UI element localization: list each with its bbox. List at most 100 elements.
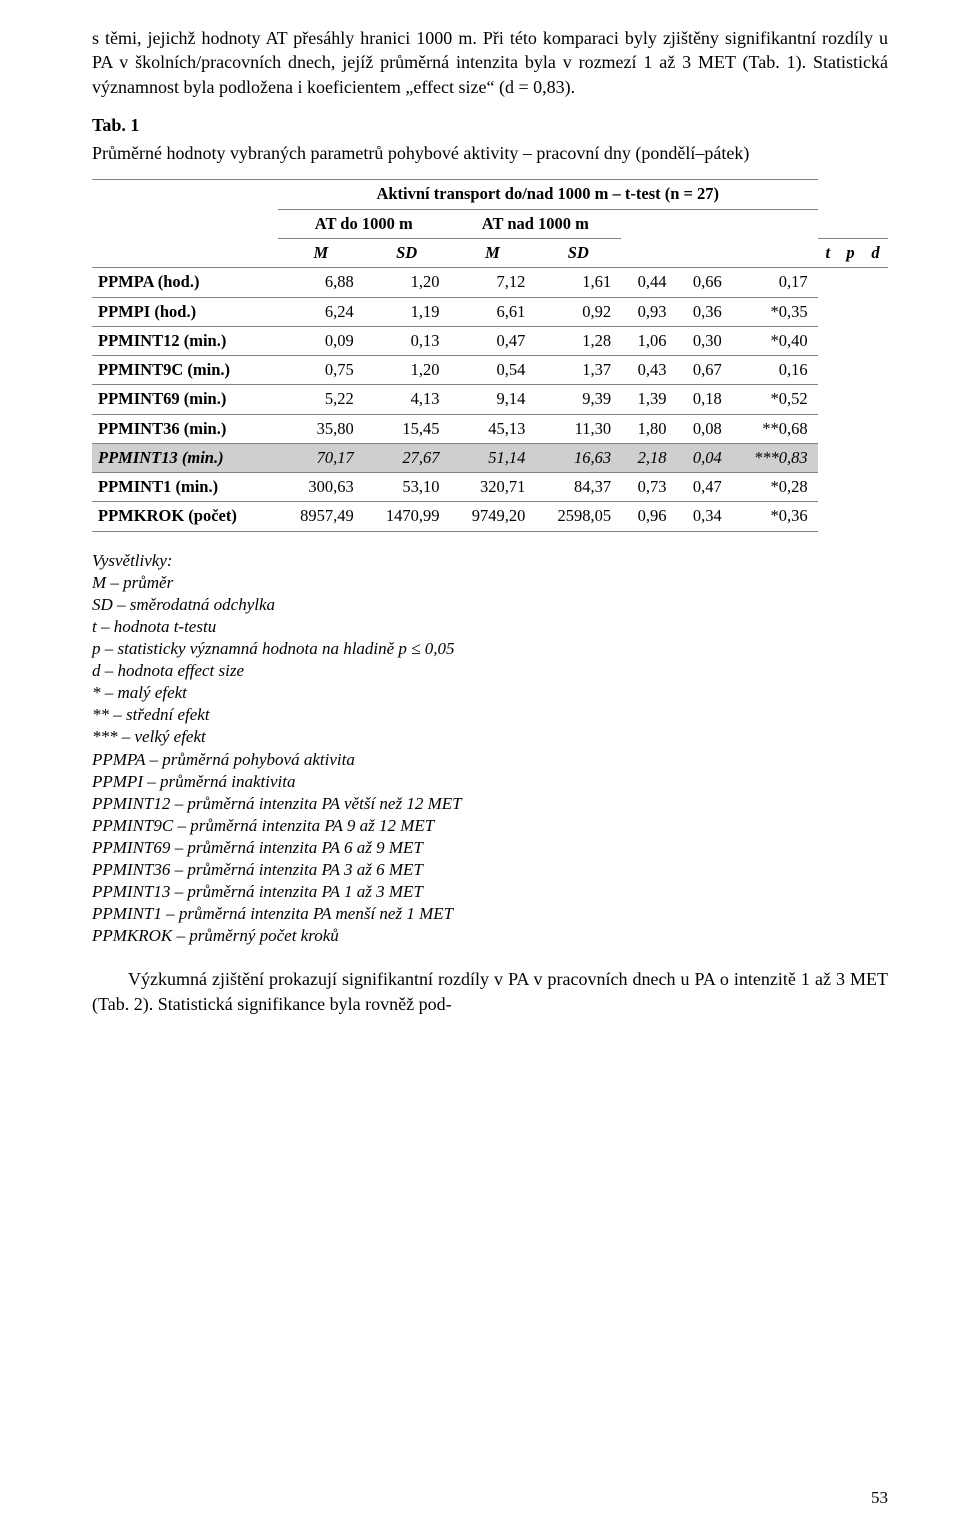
- cell-d: *0,35: [732, 297, 818, 326]
- cell-d: ***0,83: [732, 443, 818, 472]
- legend-line: * – malý efekt: [92, 682, 888, 704]
- cell-p: 0,36: [676, 297, 731, 326]
- cell-m2: 6,61: [450, 297, 536, 326]
- col-d: d: [863, 239, 888, 268]
- footer-paragraph: Výzkumná zjištění prokazují signifikantn…: [92, 967, 888, 1016]
- cell-t: 1,06: [621, 326, 676, 355]
- cell-p: 0,18: [676, 385, 731, 414]
- cell-sd2: 11,30: [535, 414, 621, 443]
- cell-m2: 7,12: [450, 268, 536, 297]
- cell-sd2: 1,37: [535, 356, 621, 385]
- col-p: p: [838, 239, 863, 268]
- table-body: PPMPA (hod.)6,881,207,121,610,440,660,17…: [92, 268, 888, 531]
- table-row: PPMINT12 (min.)0,090,130,471,281,060,30*…: [92, 326, 888, 355]
- cell-m2: 320,71: [450, 473, 536, 502]
- legend-line: d – hodnota effect size: [92, 660, 888, 682]
- cell-sd2: 2598,05: [535, 502, 621, 531]
- cell-p: 0,04: [676, 443, 731, 472]
- legend-line: PPMINT36 – průměrná intenzita PA 3 až 6 …: [92, 859, 888, 881]
- legend-line: PPMPI – průměrná inaktivita: [92, 771, 888, 793]
- cell-m1: 300,63: [278, 473, 364, 502]
- cell-p: 0,67: [676, 356, 731, 385]
- results-table: Aktivní transport do/nad 1000 m – t-test…: [92, 179, 888, 531]
- row-label: PPMKROK (počet): [92, 502, 278, 531]
- legend-line: t – hodnota t-testu: [92, 616, 888, 638]
- cell-sd2: 84,37: [535, 473, 621, 502]
- cell-t: 0,43: [621, 356, 676, 385]
- col-sd2: SD: [535, 239, 621, 268]
- cell-sd1: 1,20: [364, 356, 450, 385]
- row-label: PPMINT69 (min.): [92, 385, 278, 414]
- table-row: PPMKROK (počet)8957,491470,999749,202598…: [92, 502, 888, 531]
- cell-m2: 0,54: [450, 356, 536, 385]
- cell-t: 2,18: [621, 443, 676, 472]
- legend-line: p – statisticky významná hodnota na hlad…: [92, 638, 888, 660]
- page-number: 53: [871, 1487, 888, 1510]
- cell-m1: 35,80: [278, 414, 364, 443]
- legend-line: Vysvětlivky:: [92, 550, 888, 572]
- cell-m2: 45,13: [450, 414, 536, 443]
- cell-p: 0,30: [676, 326, 731, 355]
- legend-line: PPMINT12 – průměrná intenzita PA větší n…: [92, 793, 888, 815]
- cell-t: 0,73: [621, 473, 676, 502]
- cell-m1: 8957,49: [278, 502, 364, 531]
- legend-line: PPMKROK – průměrný počet kroků: [92, 925, 888, 947]
- cell-p: 0,08: [676, 414, 731, 443]
- cell-t: 1,80: [621, 414, 676, 443]
- cell-sd1: 4,13: [364, 385, 450, 414]
- legend-line: SD – směrodatná odchylka: [92, 594, 888, 616]
- cell-m1: 0,09: [278, 326, 364, 355]
- cell-d: 0,16: [732, 356, 818, 385]
- cell-d: 0,17: [732, 268, 818, 297]
- cell-d: *0,28: [732, 473, 818, 502]
- cell-sd1: 15,45: [364, 414, 450, 443]
- legend-line: ** – střední efekt: [92, 704, 888, 726]
- cell-m2: 9,14: [450, 385, 536, 414]
- legend-line: M – průměr: [92, 572, 888, 594]
- cell-m2: 51,14: [450, 443, 536, 472]
- row-label: PPMINT13 (min.): [92, 443, 278, 472]
- cell-m1: 0,75: [278, 356, 364, 385]
- table-number: Tab. 1: [92, 115, 139, 135]
- cell-sd1: 0,13: [364, 326, 450, 355]
- cell-p: 0,34: [676, 502, 731, 531]
- table-head: Aktivní transport do/nad 1000 m – t-test…: [92, 180, 888, 268]
- cell-m1: 70,17: [278, 443, 364, 472]
- cell-m1: 6,24: [278, 297, 364, 326]
- table-row: PPMINT69 (min.)5,224,139,149,391,390,18*…: [92, 385, 888, 414]
- table-row: PPMINT13 (min.)70,1727,6751,1416,632,180…: [92, 443, 888, 472]
- legend-line: PPMPA – průměrná pohybová aktivita: [92, 749, 888, 771]
- page: s těmi, jejichž hodnoty AT přesáhly hran…: [0, 0, 960, 1534]
- cell-sd2: 1,61: [535, 268, 621, 297]
- col-t: t: [818, 239, 838, 268]
- cell-d: *0,40: [732, 326, 818, 355]
- row-label: PPMINT12 (min.): [92, 326, 278, 355]
- col-m1: M: [278, 239, 364, 268]
- table-row: PPMPI (hod.)6,241,196,610,920,930,36*0,3…: [92, 297, 888, 326]
- row-label: PPMPA (hod.): [92, 268, 278, 297]
- table-row: PPMPA (hod.)6,881,207,121,610,440,660,17: [92, 268, 888, 297]
- cell-p: 0,66: [676, 268, 731, 297]
- cell-m1: 5,22: [278, 385, 364, 414]
- table-legend: Vysvětlivky:M – průměrSD – směrodatná od…: [92, 550, 888, 948]
- cell-t: 0,93: [621, 297, 676, 326]
- cell-t: 0,96: [621, 502, 676, 531]
- cell-m2: 9749,20: [450, 502, 536, 531]
- cell-p: 0,47: [676, 473, 731, 502]
- legend-line: PPMINT13 – průměrná intenzita PA 1 až 3 …: [92, 881, 888, 903]
- cell-sd1: 1470,99: [364, 502, 450, 531]
- row-label: PPMINT9C (min.): [92, 356, 278, 385]
- col-m2: M: [450, 239, 536, 268]
- table-row: PPMINT36 (min.)35,8015,4545,1311,301,800…: [92, 414, 888, 443]
- cell-sd1: 1,19: [364, 297, 450, 326]
- cell-d: *0,36: [732, 502, 818, 531]
- cell-d: *0,52: [732, 385, 818, 414]
- cell-d: **0,68: [732, 414, 818, 443]
- intro-paragraph: s těmi, jejichž hodnoty AT přesáhly hran…: [92, 26, 888, 99]
- group-header: Aktivní transport do/nad 1000 m – t-test…: [278, 180, 818, 209]
- cell-sd1: 53,10: [364, 473, 450, 502]
- cell-sd2: 9,39: [535, 385, 621, 414]
- table-heading: Tab. 1: [92, 113, 888, 137]
- legend-line: PPMINT1 – průměrná intenzita PA menší ne…: [92, 903, 888, 925]
- table-row: PPMINT1 (min.)300,6353,10320,7184,370,73…: [92, 473, 888, 502]
